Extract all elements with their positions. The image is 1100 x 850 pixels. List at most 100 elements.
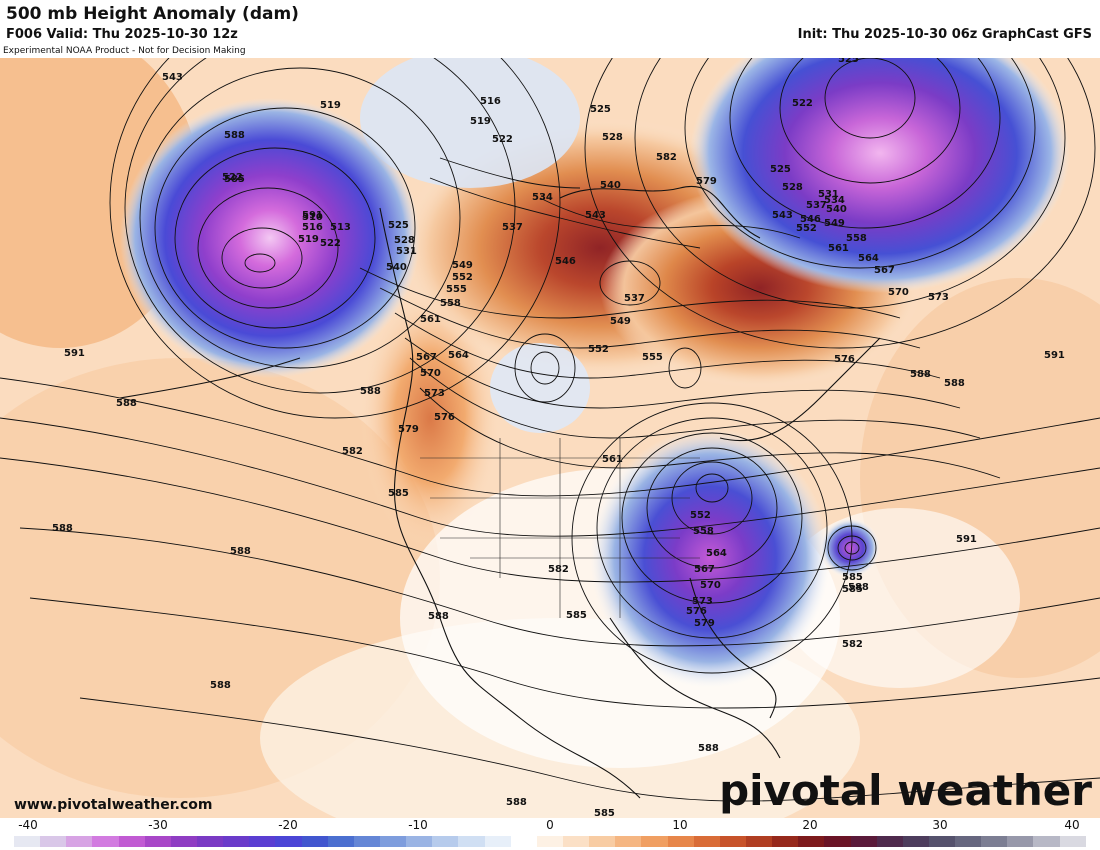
contour-label: 525 — [388, 220, 409, 231]
contour-label: 567 — [694, 564, 715, 575]
contour-label: 525 — [590, 104, 611, 115]
colorbar-swatch — [615, 836, 642, 847]
contour-label: 582 — [842, 639, 863, 650]
contour-label: 582 — [548, 564, 569, 575]
colorbar-ramp — [14, 836, 1086, 847]
colorbar-tick: 0 — [546, 818, 554, 832]
contour-label: 540 — [386, 262, 407, 273]
contour-label: 516 — [302, 222, 323, 233]
contour-label: 561 — [828, 243, 849, 254]
contour-label: 531 — [818, 189, 839, 200]
colorbar-tick: -20 — [278, 818, 298, 832]
colorbar-swatch — [92, 836, 119, 847]
contour-label: 591 — [64, 348, 85, 359]
contour-label: 582 — [656, 152, 677, 163]
contour-label: 588 — [52, 523, 73, 534]
colorbar-swatch — [275, 836, 302, 847]
colorbar-swatch — [798, 836, 825, 847]
contour-label: 552 — [452, 272, 473, 283]
colorbar-swatch — [14, 836, 41, 847]
contour-label: 576 — [434, 412, 455, 423]
contour-label: 549 — [452, 260, 473, 271]
contour-label: 570 — [888, 287, 909, 298]
contour-label: 588 — [116, 398, 137, 409]
contour-label: 588 — [848, 582, 869, 593]
contour-label: 585 — [842, 584, 863, 595]
contour-label: 549 — [824, 218, 845, 229]
contour-label: 588 — [910, 369, 931, 380]
alaska-low — [120, 98, 420, 378]
colorbar-swatch — [353, 836, 380, 847]
greenland-low — [690, 58, 1070, 293]
colorbar-swatch — [1033, 836, 1060, 847]
colorbar-swatch — [536, 836, 563, 847]
contour-label: 564 — [706, 548, 727, 559]
contour-label: 591 — [302, 210, 323, 221]
contour-label: 528 — [394, 235, 415, 246]
colorbar-swatch — [196, 836, 224, 847]
colorbar-swatch — [510, 836, 537, 847]
contour-label: 561 — [602, 454, 623, 465]
contour-label: 540 — [600, 180, 621, 191]
colorbar-swatch — [379, 836, 407, 847]
colorbar-swatch — [301, 836, 328, 847]
contour-label: 543 — [772, 210, 793, 221]
contour-label: 585 — [594, 808, 615, 818]
state-borders — [420, 438, 700, 618]
colorbar-swatch — [745, 836, 773, 847]
colorbar-swatch — [824, 836, 851, 847]
contour-label: 522 — [792, 98, 813, 109]
contour-label: 537 — [806, 200, 827, 211]
colorbar-swatch — [641, 836, 668, 847]
weather-map[interactable]: 543 519 516 519 522 525 528 525 522 525 … — [0, 58, 1100, 818]
contour-label: 549 — [610, 316, 631, 327]
contour-label: 552 — [690, 510, 711, 521]
colorbar-swatch — [955, 836, 982, 847]
contour-label: 552 — [796, 223, 817, 234]
contour-label: 588 — [224, 130, 245, 141]
website-link[interactable]: www.pivotalweather.com — [14, 797, 213, 813]
contour-label: 567 — [416, 352, 437, 363]
contour-label: 528 — [602, 132, 623, 143]
contour-label: 510 — [302, 212, 323, 223]
contour-label: 564 — [448, 350, 469, 361]
contour-label: 570 — [700, 580, 721, 591]
contour-label: 588 — [210, 680, 231, 691]
colorbar-swatch — [170, 836, 197, 847]
contour-label: 555 — [446, 284, 467, 295]
colorbar-swatch — [876, 836, 903, 847]
contour-label: 573 — [928, 292, 949, 303]
colorbar-swatch — [223, 836, 250, 847]
colorbar-swatch — [902, 836, 929, 847]
contour-label: 537 — [624, 293, 645, 304]
colorbar-tick: 20 — [802, 818, 818, 832]
contour-label: 567 — [874, 265, 895, 276]
colorbar-swatch — [772, 836, 799, 847]
height-contours — [0, 58, 1100, 802]
colorbar-swatch — [406, 836, 433, 847]
contour-label: 579 — [694, 618, 715, 629]
contour-label: 585 — [388, 488, 409, 499]
colorbar-swatch — [719, 836, 746, 847]
contour-label: 558 — [693, 526, 714, 537]
colorbar-swatch — [589, 836, 616, 847]
contour-label: 585 — [566, 610, 587, 621]
coastlines — [119, 185, 881, 799]
contour-label: 561 — [420, 314, 441, 325]
contour-label: 588 — [360, 386, 381, 397]
colorbar-ticks: -40 -30 -20 -10 0 10 20 30 40 — [0, 818, 1100, 834]
contour-label: 588 — [944, 378, 965, 389]
contour-label: 585 — [842, 572, 863, 583]
contour-label: 579 — [696, 176, 717, 187]
contour-label: 588 — [230, 546, 251, 557]
brand-logo: pivotal weather — [719, 766, 1092, 815]
contour-label: 519 — [320, 100, 341, 111]
colorbar-swatch — [249, 836, 276, 847]
contour-label: 576 — [834, 354, 855, 365]
contour-label: 573 — [424, 388, 445, 399]
contour-label: 579 — [398, 424, 419, 435]
contour-label: 522 — [222, 172, 243, 183]
colorbar-swatch — [1059, 836, 1086, 847]
colorbar-swatch — [118, 836, 145, 847]
valid-time: F006 Valid: Thu 2025-10-30 12z — [6, 27, 238, 42]
